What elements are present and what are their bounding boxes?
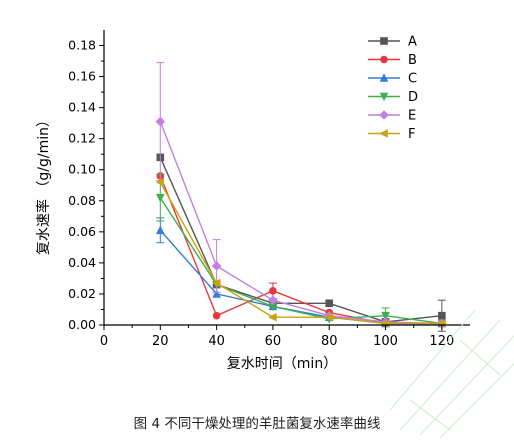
data-point (269, 287, 277, 295)
legend-marker (380, 37, 388, 45)
data-point (325, 299, 334, 308)
series-A (156, 153, 446, 332)
series-layer (155, 62, 447, 332)
legend-marker (380, 55, 388, 64)
x-tick-label: 20 (152, 334, 169, 349)
x-axis-label: 复水时间（min） (227, 355, 337, 372)
data-point (268, 302, 278, 312)
figure-caption: 图 4 不同干燥处理的羊肚菌复水速率曲线 (133, 416, 381, 432)
data-point (156, 225, 165, 235)
x-tick-label: 40 (208, 334, 225, 349)
x-tick-label: 80 (321, 334, 338, 349)
y-tick-label: 0.08 (68, 193, 96, 208)
data-point (211, 261, 222, 271)
legend-entry-B: B (368, 53, 417, 68)
data-point (324, 312, 334, 322)
series-line (159, 175, 442, 325)
series-F (155, 177, 446, 328)
legend-entry-D: D (368, 90, 418, 105)
legend-marker (379, 129, 388, 138)
y-tick-label: 0.18 (68, 38, 96, 53)
y-tick-label: 0.12 (68, 131, 96, 146)
data-point (156, 193, 165, 203)
y-tick-label: 0.00 (68, 317, 96, 332)
data-point (268, 295, 278, 305)
data-point (212, 289, 221, 298)
legend-label: B (408, 53, 417, 68)
legend-marker (379, 92, 389, 102)
legend-entry-A: A (368, 35, 417, 50)
data-point (212, 311, 221, 320)
data-point (268, 312, 277, 322)
x-tick-label: 0 (100, 334, 108, 349)
y-tick-label: 0.06 (68, 224, 96, 239)
legend-entry-F: F (368, 127, 415, 142)
legend-label: C (408, 72, 417, 87)
y-tick-label: 0.16 (68, 69, 96, 84)
data-point (211, 278, 221, 288)
legend-entry-E: E (368, 109, 416, 124)
series-E (155, 62, 447, 329)
chart: 0 20 40 60 80 100 120 0.00 0.02 0.04 0.06 0.08 0.10 0… (35, 30, 470, 372)
y-tick-label: 0.10 (68, 162, 96, 177)
y-tick-label: 0.04 (68, 255, 96, 270)
legend-marker (379, 73, 389, 82)
legend-label: E (408, 109, 416, 124)
y-tick-label: 0.02 (68, 286, 96, 301)
data-point (381, 311, 390, 321)
legend-entry-C: C (368, 72, 417, 87)
x-tick-label: 120 (429, 334, 454, 349)
data-point (155, 116, 166, 127)
x-tick-label: 100 (373, 334, 398, 349)
series-line (159, 229, 442, 325)
x-tick-label: 60 (265, 334, 282, 349)
series-line (159, 197, 442, 325)
series-line (159, 121, 442, 325)
legend-marker (379, 110, 389, 120)
legend-label: D (408, 90, 418, 105)
y-axis-label: 复水速率 （g/g/min） (35, 113, 52, 255)
data-point (438, 311, 446, 320)
data-point (155, 177, 165, 187)
y-tick-label: 0.14 (68, 100, 96, 115)
legend-label: A (408, 35, 417, 50)
series-line (159, 157, 442, 323)
legend-label: F (408, 127, 415, 142)
